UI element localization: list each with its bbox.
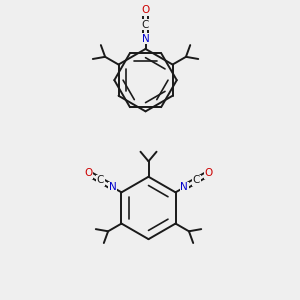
- Text: N: N: [142, 34, 149, 44]
- Text: O: O: [84, 168, 92, 178]
- Text: C: C: [142, 20, 149, 30]
- Text: O: O: [141, 5, 150, 15]
- Text: C: C: [97, 175, 104, 185]
- Text: N: N: [180, 182, 188, 192]
- Text: N: N: [109, 182, 117, 192]
- Text: C: C: [193, 175, 200, 185]
- Text: O: O: [205, 168, 213, 178]
